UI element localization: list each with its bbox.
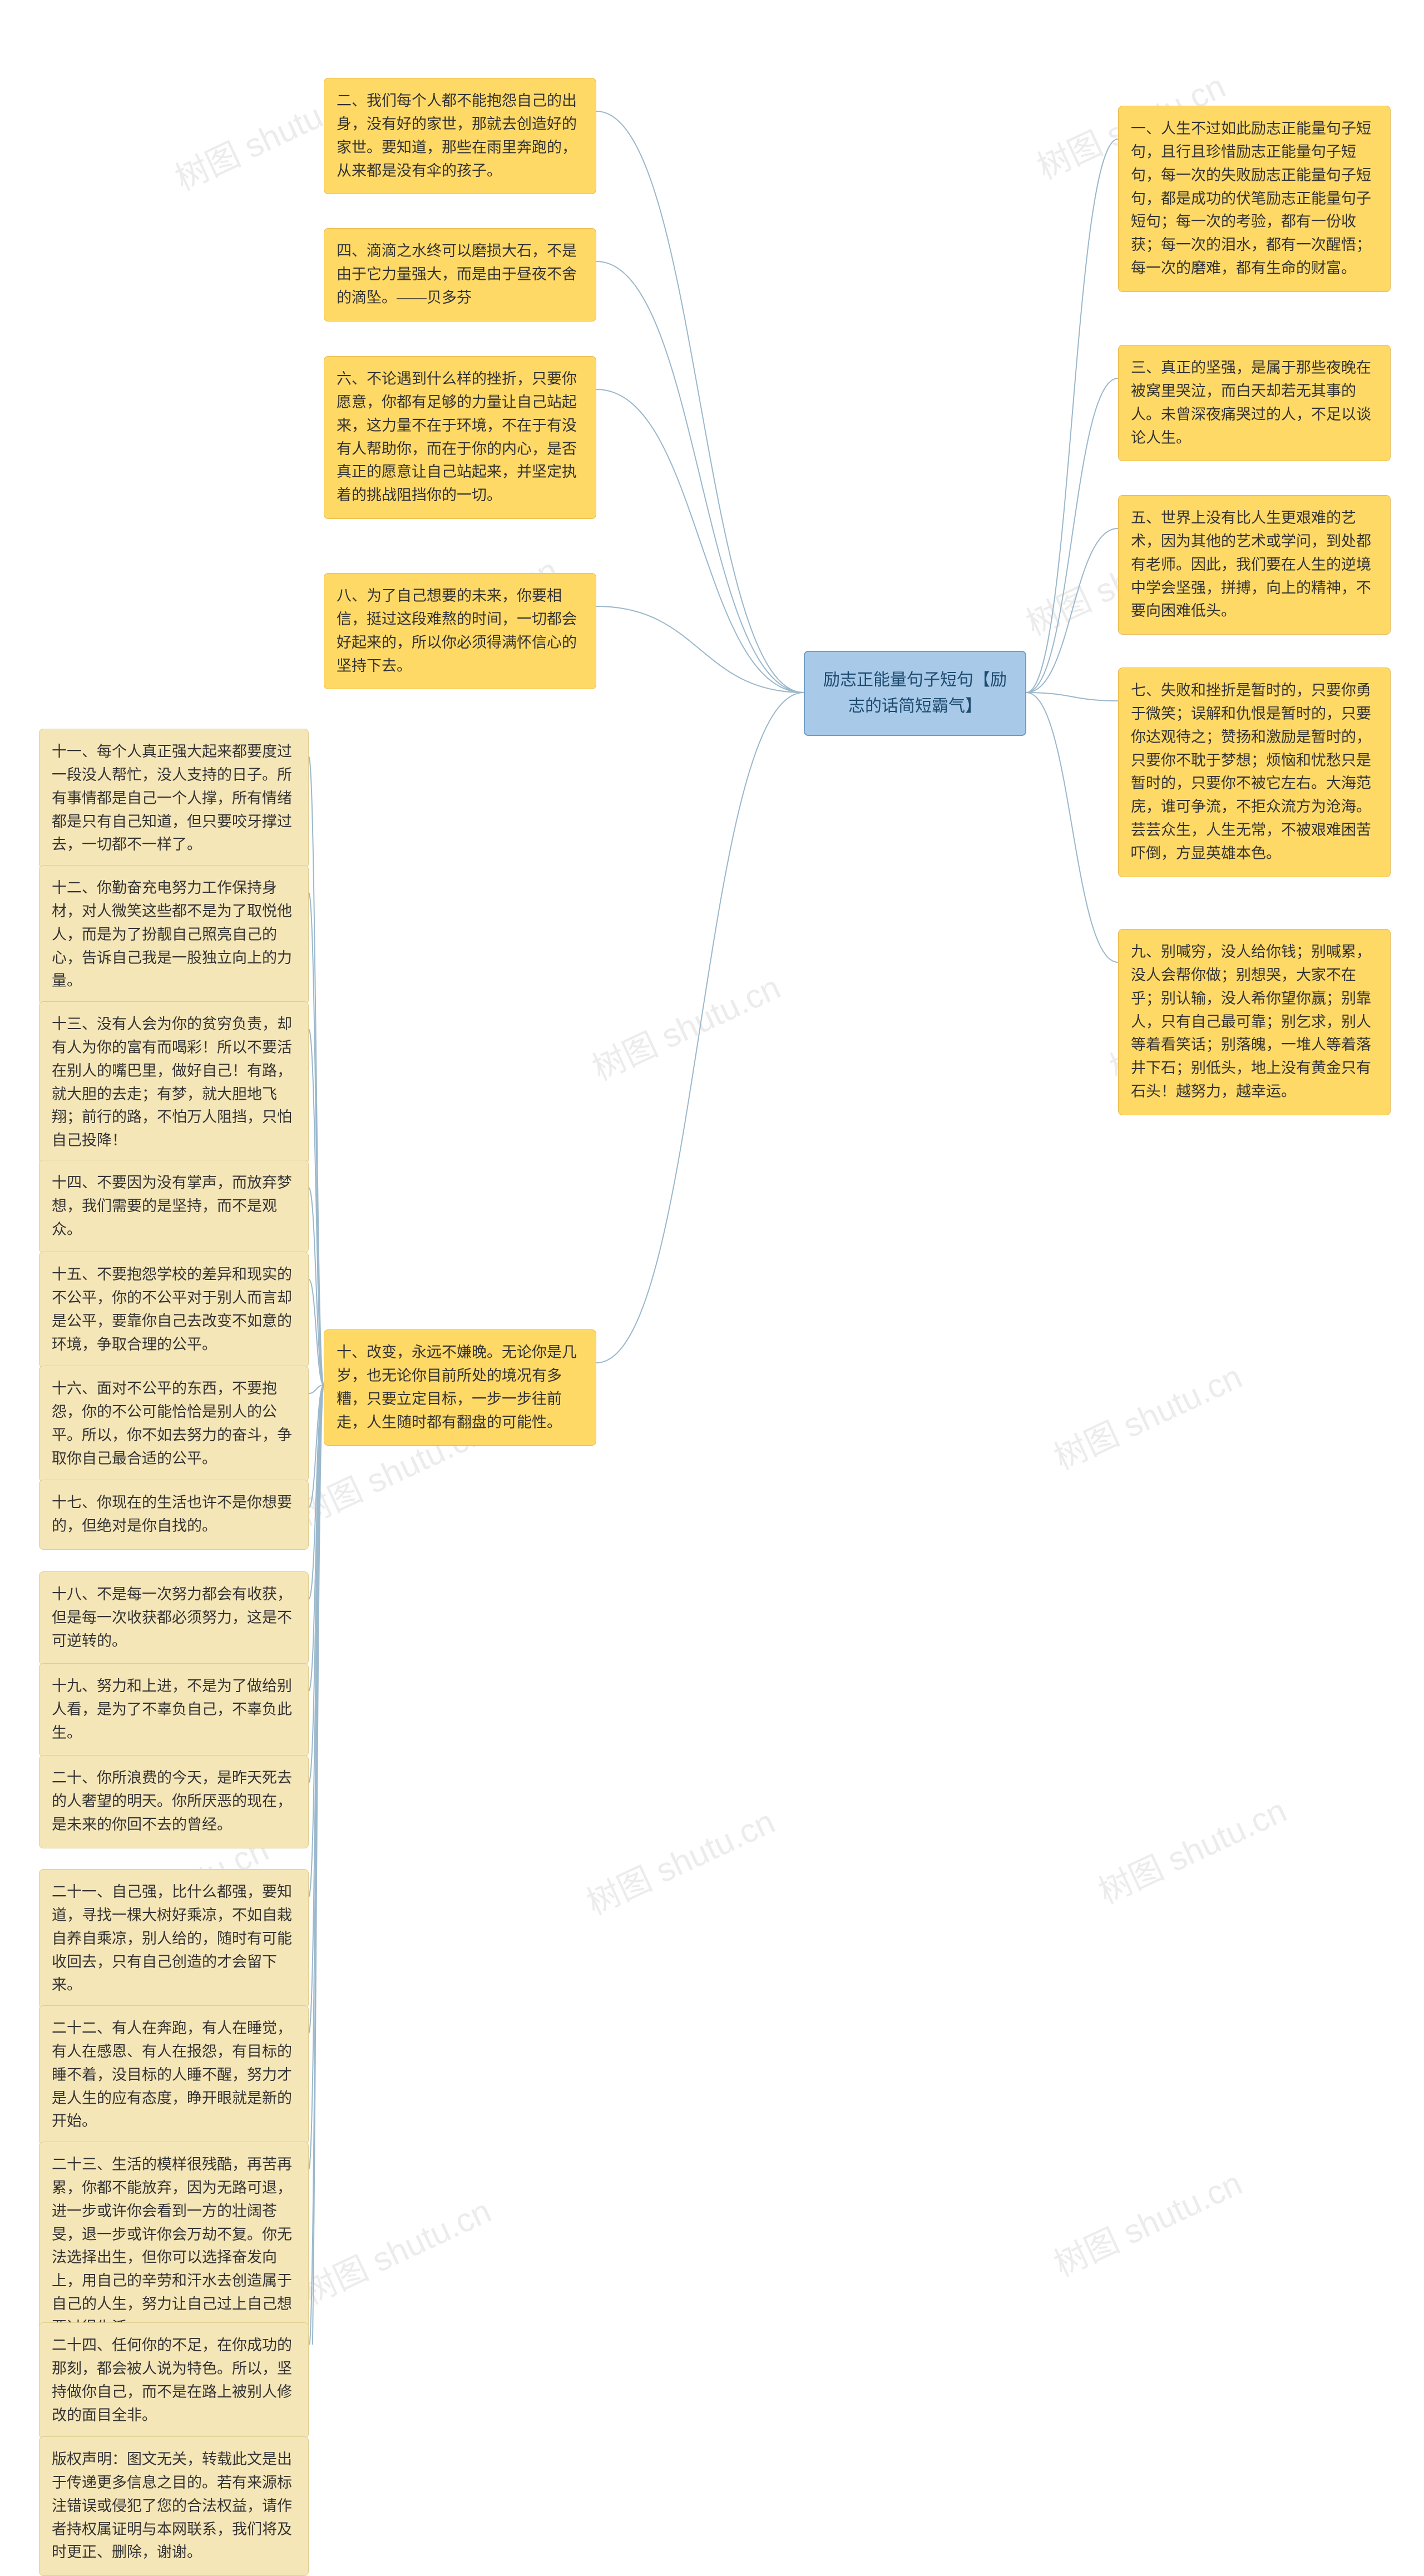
farleft-node-5: 十五、不要抱怨学校的差异和现实的不公平，你的不公平对于别人而言却是公平，要靠你自… — [39, 1252, 309, 1368]
midleft-node-4: 八、为了自己想要的未来，你要相信，挺过这段难熬的时间，一切都会好起来的，所以你必… — [324, 573, 596, 689]
farleft-node-9: 十九、努力和上进，不是为了做给别人看，是为了不辜负自己，不辜负此生。 — [39, 1663, 309, 1757]
right-node-2: 三、真正的坚强，是属于那些夜晚在被窝里哭泣，而白天却若无其事的人。未曾深夜痛哭过… — [1118, 345, 1391, 461]
farleft-node-13: 二十三、生活的模样很残酷，再苦再累，你都不能放弃，因为无路可退，进一步或许你会看… — [39, 2142, 309, 2351]
farleft-node-1: 十一、每个人真正强大起来都要度过一段没人帮忙，没人支持的日子。所有事情都是自己一… — [39, 729, 309, 868]
watermark: 树图 shutu.cn — [1045, 1350, 1249, 1479]
watermark: 树图 shutu.cn — [294, 2184, 498, 2313]
farleft-node-8: 十八、不是每一次努力都会有收获，但是每一次收获都必须努力，这是不可逆转的。 — [39, 1571, 309, 1665]
watermark: 树图 shutu.cn — [584, 961, 787, 1090]
right-node-3: 五、世界上没有比人生更艰难的艺术，因为其他的艺术或学问，到处都有老师。因此，我们… — [1118, 495, 1391, 635]
right-node-1: 一、人生不过如此励志正能量句子短句，且行且珍惜励志正能量句子短句，每一次的失败励… — [1118, 106, 1391, 292]
farleft-node-7: 十七、你现在的生活也许不是你想要的，但绝对是你自找的。 — [39, 1480, 309, 1550]
farleft-node-6: 十六、面对不公平的东西，不要抱怨，你的不公可能恰恰是别人的公平。所以，你不如去努… — [39, 1366, 309, 1482]
center-topic-text: 励志正能量句子短句【励志的话简短霸气】 — [823, 671, 1007, 715]
farleft-node-4: 十四、不要因为没有掌声，而放弃梦想，我们需要的是坚持，而不是观众。 — [39, 1160, 309, 1253]
farleft-node-15: 版权声明：图文无关，转载此文是出于传递更多信息之目的。若有来源标注错误或侵犯了您… — [39, 2436, 309, 2576]
farleft-node-12: 二十二、有人在奔跑，有人在睡觉，有人在感恩、有人在报怨，有目标的睡不着，没目标的… — [39, 2005, 309, 2145]
farleft-node-11: 二十一、自己强，比什么都强，要知道，寻找一棵大树好乘凉，不如自栽自养自乘凉，别人… — [39, 1869, 309, 2009]
watermark: 树图 shutu.cn — [1090, 1784, 1293, 1913]
mindmap-canvas: 树图 shutu.cn 树图 shutu.cn 树图 shutu.cn 树图 shut… — [0, 0, 1424, 2345]
farleft-node-3: 十三、没有人会为你的贫穷负责，却有人为你的富有而喝彩！所以不要活在别人的嘴巴里，… — [39, 1001, 309, 1164]
midleft-node-5: 十、改变，永远不嫌晚。无论你是几岁，也无论你目前所处的境况有多糟，只要立定目标，… — [324, 1329, 596, 1446]
farleft-node-14: 二十四、任何你的不足，在你成功的那刻，都会被人说为特色。所以，坚持做你自己，而不… — [39, 2322, 309, 2439]
farleft-node-10: 二十、你所浪费的今天，是昨天死去的人奢望的明天。你所厌恶的现在，是未来的你回不去… — [39, 1755, 309, 1848]
right-node-5: 九、别喊穷，没人给你钱；别喊累，没人会帮你做；别想哭，大家不在乎；别认输，没人希… — [1118, 929, 1391, 1115]
watermark: 树图 shutu.cn — [578, 1795, 782, 1924]
midleft-node-2: 四、滴滴之水终可以磨损大石，不是由于它力量强大，而是由于昼夜不舍的滴坠。——贝多… — [324, 228, 596, 322]
right-node-4: 七、失败和挫折是暂时的，只要你勇于微笑；误解和仇恨是暂时的，只要你达观待之；赞扬… — [1118, 668, 1391, 877]
farleft-node-2: 十二、你勤奋充电努力工作保持身材，对人微笑这些都不是为了取悦他人，而是为了扮靓自… — [39, 865, 309, 1005]
center-topic: 励志正能量句子短句【励志的话简短霸气】 — [804, 651, 1026, 736]
midleft-node-1: 二、我们每个人都不能抱怨自己的出身，没有好的家世，那就去创造好的家世。要知道，那… — [324, 78, 596, 194]
midleft-node-3: 六、不论遇到什么样的挫折，只要你愿意，你都有足够的力量让自己站起来，这力量不在于… — [324, 356, 596, 519]
watermark: 树图 shutu.cn — [1045, 2157, 1249, 2286]
